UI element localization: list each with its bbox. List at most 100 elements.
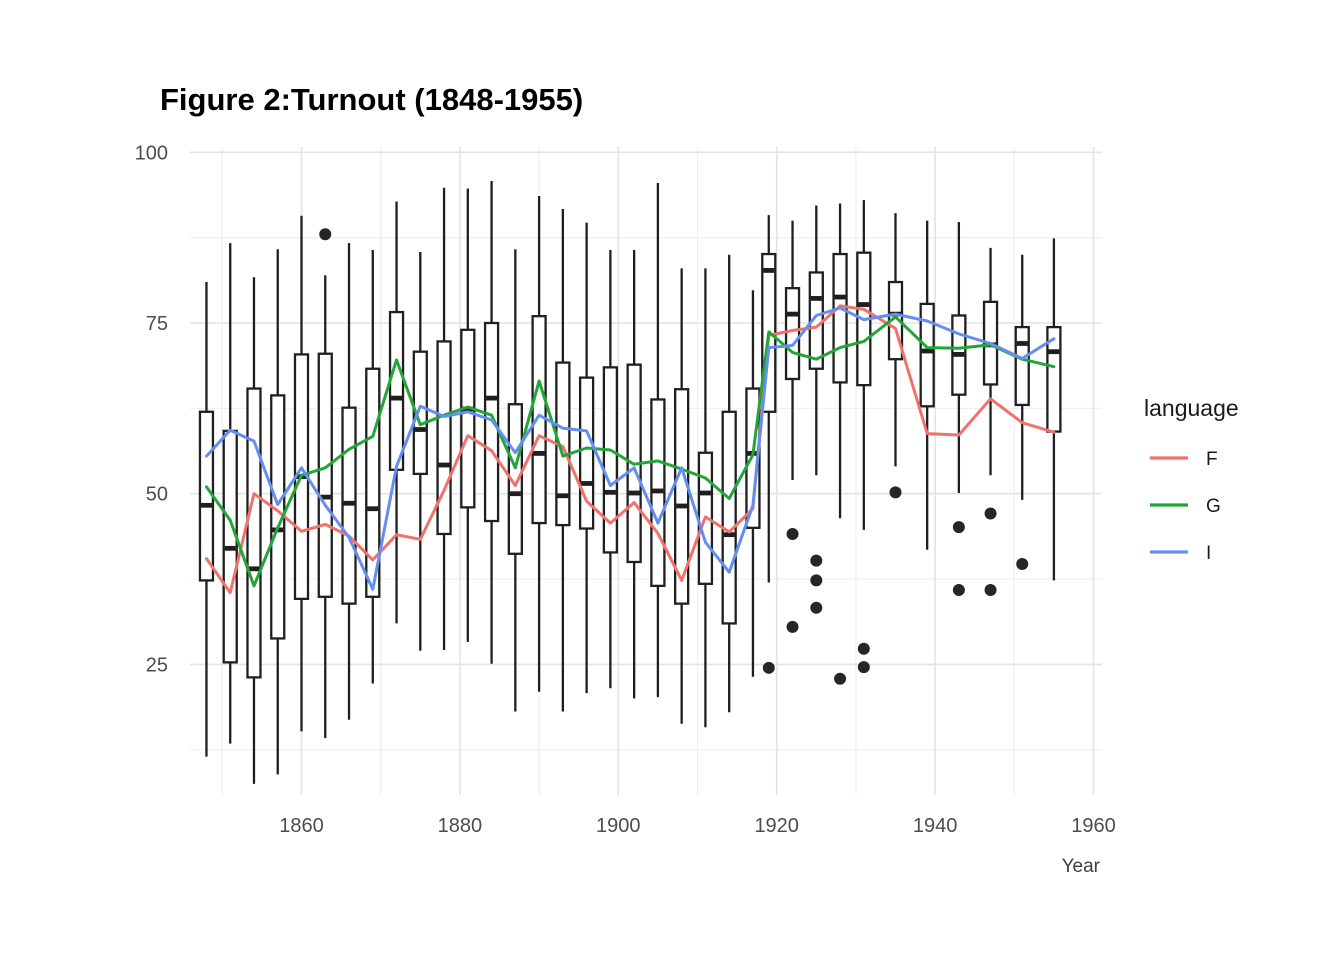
- boxplot-year-1943: [951, 221, 967, 494]
- x-tick-label: 1920: [754, 815, 799, 837]
- median-line: [1048, 349, 1060, 355]
- boxplot-year-1947: [982, 247, 999, 476]
- outlier-dot: [762, 661, 775, 674]
- outlier-dot: [1016, 558, 1029, 571]
- x-tick-label: 1940: [913, 815, 958, 837]
- boxplots: [198, 180, 1062, 784]
- outlier-dots: [319, 228, 1029, 685]
- boxplot-year-1928: [832, 203, 848, 519]
- median-line: [557, 493, 569, 499]
- outlier-dot: [810, 601, 823, 614]
- legend-label-G: G: [1206, 496, 1221, 517]
- iqr-box: [507, 403, 523, 555]
- outlier-dot: [857, 642, 870, 655]
- iqr-box: [919, 302, 935, 408]
- iqr-box: [602, 366, 619, 554]
- median-line: [462, 406, 474, 412]
- y-axis-tick-labels: 100 75 50 25: [135, 142, 168, 676]
- outlier-dot: [810, 574, 823, 587]
- iqr-box: [721, 410, 737, 625]
- boxplot-year-1902: [626, 249, 642, 699]
- boxplot-year-1917: [745, 290, 761, 677]
- boxplot-year-1866: [341, 243, 357, 720]
- legend-label-F: F: [1206, 449, 1218, 470]
- median-line: [438, 462, 450, 468]
- median-line: [509, 491, 521, 497]
- boxplot-year-1955: [1046, 238, 1062, 581]
- legend-item-G: G: [1150, 496, 1221, 517]
- boxplot-year-1939: [919, 220, 935, 550]
- iqr-box: [460, 328, 476, 509]
- trend-line-F: [205, 304, 1056, 595]
- boxplot-year-1851: [222, 243, 238, 744]
- outlier-dot: [889, 486, 902, 499]
- legend-items: F G I: [1150, 449, 1221, 564]
- trend-lines: [205, 304, 1056, 595]
- boxplot-year-1911: [697, 268, 714, 728]
- median-line: [628, 490, 640, 496]
- median-line: [414, 427, 426, 432]
- iqr-box: [246, 387, 262, 679]
- boxplot-year-1908: [674, 268, 690, 724]
- boxplot-year-1881: [460, 188, 476, 642]
- x-tick-label: 1880: [438, 815, 483, 837]
- median-line: [1016, 341, 1028, 346]
- legend-item-F: F: [1150, 449, 1218, 470]
- median-line: [391, 395, 403, 401]
- iqr-box: [784, 287, 801, 381]
- median-line: [676, 503, 688, 509]
- boxplot-year-1869: [365, 249, 381, 684]
- chart-title: Figure 2:Turnout (1848-1955): [160, 82, 583, 117]
- median-line: [787, 311, 799, 317]
- outlier-dot: [984, 583, 997, 596]
- x-axis-tick-labels: 1860 1880 1900 1920 1940 1960: [279, 815, 1116, 837]
- median-line: [224, 545, 236, 551]
- boxplot-year-1899: [602, 249, 619, 689]
- y-tick-label: 25: [146, 654, 168, 676]
- iqr-box: [412, 350, 428, 476]
- boxplot-year-1878: [436, 187, 452, 651]
- median-line: [533, 451, 545, 456]
- y-tick-label: 100: [135, 142, 168, 164]
- median-line: [319, 494, 331, 500]
- median-line: [200, 502, 212, 508]
- outlier-dot: [984, 507, 997, 520]
- legend: language F G I: [1144, 395, 1239, 564]
- median-line: [581, 481, 593, 486]
- boxplot-year-1951: [1014, 254, 1030, 500]
- boxplot-year-1854: [246, 277, 262, 784]
- boxplot-year-1931: [856, 200, 872, 530]
- median-line: [248, 566, 260, 572]
- boxplot-year-1905: [650, 183, 666, 698]
- median-line: [652, 488, 664, 494]
- median-line: [723, 532, 735, 538]
- legend-item-I: I: [1150, 543, 1211, 564]
- legend-title: language: [1144, 395, 1239, 421]
- outlier-dot: [952, 583, 965, 596]
- trend-line-G: [205, 315, 1056, 588]
- median-line: [858, 302, 870, 307]
- median-line: [810, 296, 822, 301]
- outlier-dot: [810, 554, 823, 567]
- outlier-dot: [786, 620, 799, 633]
- boxplot-year-1875: [412, 251, 428, 651]
- median-line: [343, 500, 355, 506]
- outlier-dot: [834, 672, 847, 685]
- iqr-box: [198, 410, 215, 582]
- boxplot-year-1893: [555, 208, 571, 712]
- median-line: [699, 490, 711, 496]
- outlier-dot: [857, 661, 870, 674]
- outlier-dot: [319, 228, 332, 241]
- trend-line-I: [205, 306, 1056, 591]
- x-tick-label: 1960: [1071, 815, 1116, 837]
- boxplot-year-1914: [721, 254, 737, 713]
- y-tick-label: 75: [146, 313, 168, 335]
- iqr-box: [674, 388, 690, 605]
- median-line: [763, 268, 775, 273]
- boxplot-year-1896: [578, 222, 595, 694]
- median-line: [604, 489, 616, 495]
- x-tick-label: 1860: [279, 815, 324, 837]
- y-tick-label: 50: [146, 484, 168, 506]
